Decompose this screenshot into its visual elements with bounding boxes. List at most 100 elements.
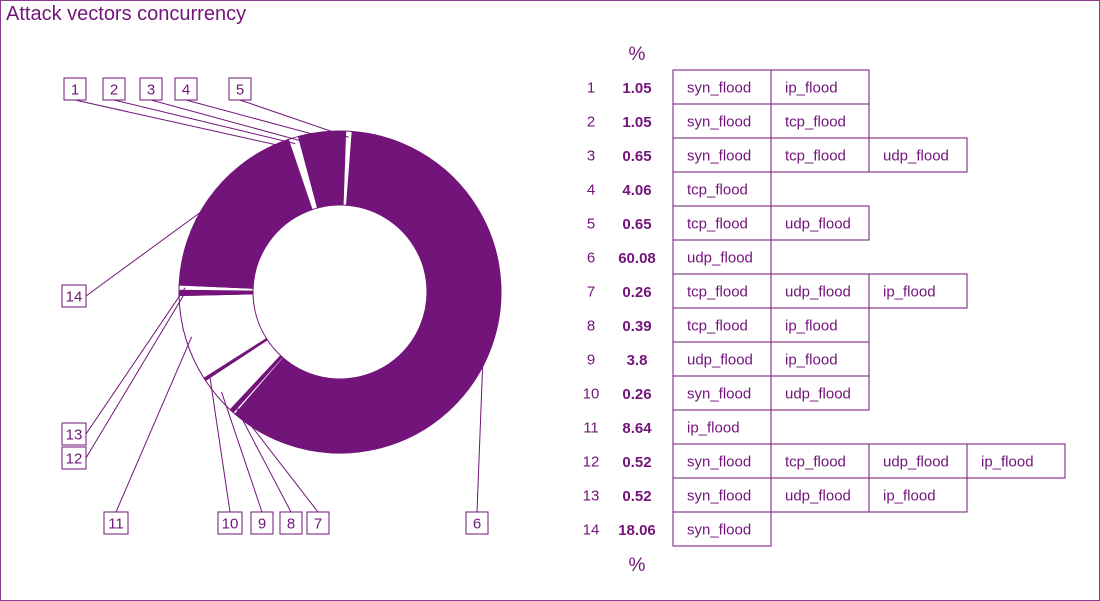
row-9-vector-cell-2 [770, 341, 870, 377]
row-7-id: 7 [587, 284, 595, 301]
row-5-vector-2: udp_flood [785, 216, 851, 233]
callout-box-13 [61, 422, 87, 446]
row-8-id: 8 [587, 318, 595, 335]
row-10-vector-2: udp_flood [785, 386, 851, 403]
callout-label-2: 2 [110, 82, 118, 99]
callout-box-2 [102, 77, 126, 101]
row-6-id: 6 [587, 250, 595, 267]
row-13-vector-3: ip_flood [883, 488, 936, 505]
row-1-vector-1: syn_flood [687, 80, 751, 97]
row-2-id: 2 [587, 114, 595, 131]
row-12-vector-3: udp_flood [883, 454, 949, 471]
row-2-vector-cell-2 [770, 103, 870, 139]
row-1-id: 1 [587, 80, 595, 97]
row-10-percent: 0.26 [622, 386, 651, 403]
chart-title: Attack vectors concurrency [6, 3, 247, 25]
callout-label-3: 3 [147, 82, 155, 99]
row-8-vector-1: tcp_flood [687, 318, 748, 335]
callout-box-12 [61, 446, 87, 470]
row-3-vector-3: udp_flood [883, 148, 949, 165]
callout-box-3 [139, 77, 163, 101]
callout-label-12: 12 [66, 451, 83, 468]
callout-line-9 [221, 391, 263, 513]
callout-line-4 [185, 99, 326, 139]
row-3-percent: 0.65 [622, 148, 651, 165]
row-14-vector-1: syn_flood [687, 522, 751, 539]
row-5-percent: 0.65 [622, 216, 651, 233]
row-5-vector-1: tcp_flood [687, 216, 748, 233]
row-5-vector-cell-1 [672, 205, 772, 241]
row-9-vector-cell-1 [672, 341, 772, 377]
callout-box-14 [61, 284, 87, 308]
row-3-vector-cell-3 [868, 137, 968, 173]
row-6-vector-1: udp_flood [687, 250, 753, 267]
percent-footer: % [629, 555, 646, 576]
row-12-vector-2: tcp_flood [785, 454, 846, 471]
row-10-id: 10 [583, 386, 600, 403]
callout-line-10 [209, 375, 231, 513]
row-2-vector-cell-1 [672, 103, 772, 139]
callout-box-1 [63, 77, 87, 101]
row-13-percent: 0.52 [622, 488, 651, 505]
callout-line-3 [150, 99, 304, 142]
callout-box-7 [306, 511, 330, 535]
row-9-vector-1: udp_flood [687, 352, 753, 369]
row-2-vector-2: tcp_flood [785, 114, 846, 131]
row-14-percent: 18.06 [618, 522, 656, 539]
row-2-percent: 1.05 [622, 114, 651, 131]
row-2-vector-1: syn_flood [687, 114, 751, 131]
row-12-vector-4: ip_flood [981, 454, 1034, 471]
callout-line-12 [85, 292, 186, 459]
row-3-id: 3 [587, 148, 595, 165]
row-7-vector-1: tcp_flood [687, 284, 748, 301]
row-12-vector-cell-4 [966, 443, 1066, 479]
row-5-id: 5 [587, 216, 595, 233]
row-9-percent: 3.8 [627, 352, 648, 369]
callout-box-9 [250, 511, 274, 535]
callout-box-11 [103, 511, 129, 535]
callout-box-10 [217, 511, 243, 535]
callout-line-2 [113, 99, 296, 145]
row-10-vector-cell-2 [770, 375, 870, 411]
callout-label-7: 7 [314, 516, 322, 533]
row-7-vector-2: udp_flood [785, 284, 851, 301]
callout-label-14: 14 [66, 289, 83, 306]
row-8-vector-2: ip_flood [785, 318, 838, 335]
row-1-vector-cell-2 [770, 69, 870, 105]
row-12-percent: 0.52 [622, 454, 651, 471]
vectors-table: % % 1 1.05 syn_flood ip_flood 2 1.05 syn_flood… [583, 44, 1066, 576]
callout-line-13 [85, 287, 186, 435]
callout-box-4 [174, 77, 198, 101]
row-4-vector-1: tcp_flood [687, 182, 748, 199]
callout-label-13: 13 [66, 427, 83, 444]
row-10-vector-cell-1 [672, 375, 772, 411]
row-13-id: 13 [583, 488, 600, 505]
callout-line-14 [85, 202, 214, 297]
row-6-percent: 60.08 [618, 250, 656, 267]
row-1-vector-cell-1 [672, 69, 772, 105]
row-3-vector-1: syn_flood [687, 148, 751, 165]
callout-line-1 [74, 99, 286, 148]
row-13-vector-2: udp_flood [785, 488, 851, 505]
row-7-vector-cell-2 [770, 273, 870, 309]
row-4-percent: 4.06 [622, 182, 651, 199]
row-7-percent: 0.26 [622, 284, 651, 301]
row-3-vector-2: tcp_flood [785, 148, 846, 165]
donut-slice-6 [234, 130, 502, 454]
callout-box-6 [465, 511, 489, 535]
callout-line-6 [476, 351, 484, 513]
row-11-vector-1: ip_flood [687, 420, 740, 437]
row-1-vector-2: ip_flood [785, 80, 838, 97]
callout-label-11: 11 [108, 516, 124, 533]
row-12-id: 12 [583, 454, 600, 471]
row-7-vector-cell-3 [868, 273, 968, 309]
callout-line-8 [235, 406, 292, 513]
percent-header: % [629, 44, 646, 65]
row-12-vector-cell-1 [672, 443, 772, 479]
callout-label-4: 4 [182, 82, 190, 99]
row-9-id: 9 [587, 352, 595, 369]
row-14-id: 14 [583, 522, 600, 539]
row-8-vector-cell-2 [770, 307, 870, 343]
callout-box-5 [228, 77, 252, 101]
